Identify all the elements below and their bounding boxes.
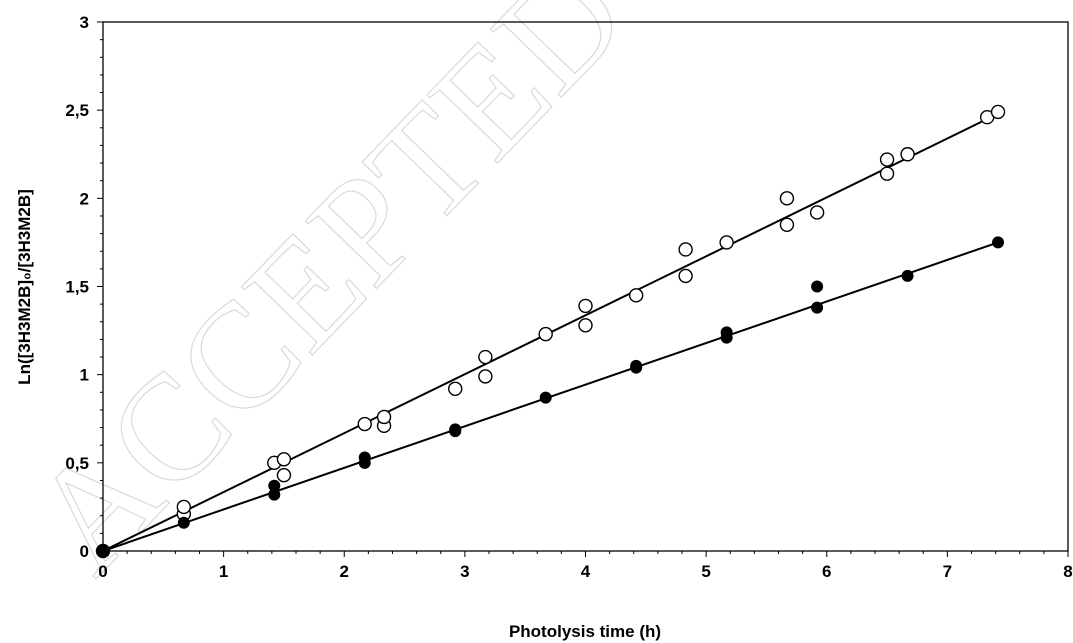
open-circle-point [276,452,292,467]
filled-circle-point [97,545,109,557]
filled-circle-point [358,451,371,464]
open-circle-point [538,326,553,342]
x-tick-label: 7 [943,562,952,581]
filled-circle-point [992,236,1005,249]
open-circle-point [376,409,392,425]
x-tick-label: 1 [219,562,228,581]
open-circle-point [779,217,795,232]
filled-circle-point [811,301,824,314]
axes [97,21,1069,557]
y-tick-label: 3 [80,13,89,32]
tick-labels: 0 1 2 3 4 5 6 7 8 0 0,5 1 1,5 2 2,5 3 [65,13,1072,581]
x-tick-label: 8 [1063,562,1072,581]
open-circle-point [719,235,734,250]
open-circle-point [478,349,493,365]
open-circle-point [678,268,693,284]
open-circle-point [276,467,292,483]
x-tick-label: 5 [701,562,710,581]
open-circle-point [578,318,593,333]
open-circle-point [357,416,372,432]
watermark: ACCEPTED MANUSCRIPT [0,0,1073,604]
open-circle-point [176,499,192,515]
data-points [95,104,1006,559]
y-tick-label: 1,5 [65,278,89,297]
y-tick-label: 2,5 [65,101,89,120]
x-tick-label: 3 [460,562,469,581]
open-circle-point [478,369,493,384]
filled-circle-point [901,269,914,282]
filled-circle-point [449,423,462,436]
open-circle-point [879,152,895,167]
open-circle-point [809,205,825,220]
filled-circle-point [811,280,824,293]
open-circle-point [628,288,644,303]
y-tick-label: 1 [80,366,89,385]
open-circle-point [678,242,693,257]
filled-circle-point [177,516,190,529]
open-circle-point [990,104,1006,120]
x-tick-label: 4 [581,562,591,581]
x-tick-label: 0 [98,562,107,581]
filled-circle-point [268,479,281,492]
filled-circle-point [630,359,643,372]
x-tick-label: 6 [822,562,831,581]
filled-circle-point [539,391,552,404]
open-circle-point [779,191,795,206]
filled-circle-point [720,326,733,339]
open-circle-point [879,166,895,181]
open-circle-point [900,147,915,162]
open-circle-point [578,298,593,314]
y-tick-label: 0,5 [65,454,89,473]
y-tick-label: 0 [80,542,89,561]
x-tick-label: 2 [340,562,349,581]
y-tick-label: 2 [80,189,89,208]
open-circle-point [448,381,463,396]
x-axis-title: Photolysis time (h) [509,622,661,641]
y-axis-title: Ln([3H3M2B]₀/[3H3M2B] [15,189,34,385]
